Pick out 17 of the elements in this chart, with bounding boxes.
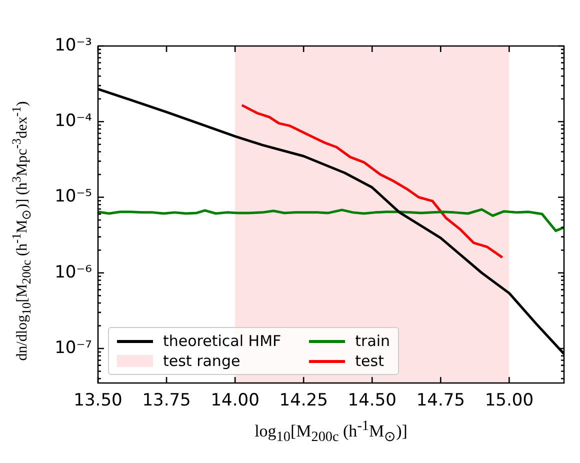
band-label: test range [163, 352, 240, 370]
x-tick-label: 14.00 [210, 390, 260, 411]
y-tick-label: 10⁻⁶ [54, 262, 92, 282]
x-tick-label: 14.75 [416, 390, 465, 411]
y-tick-label: 10⁻⁴ [54, 111, 92, 132]
legend-label: train [355, 332, 390, 350]
legend-label: theoretical HMF [163, 332, 282, 350]
x-tick-label: 13.75 [142, 390, 191, 411]
x-tick-label: 14.50 [348, 390, 396, 411]
y-tick-label: 10⁻³ [54, 35, 92, 56]
x-tick-label: 13.50 [74, 390, 122, 411]
x-tick-label: 14.25 [279, 390, 328, 411]
text: log$_{10}$[M$_{200c}$ (h$^{-1}$M$_{⊙}$)] [254, 418, 408, 446]
y-tick-label: 10⁻⁵ [54, 186, 92, 207]
x-tick-label: 15.00 [484, 390, 534, 411]
y-tick-label: 10⁻⁷ [54, 338, 92, 358]
legend-label: test [355, 352, 384, 370]
